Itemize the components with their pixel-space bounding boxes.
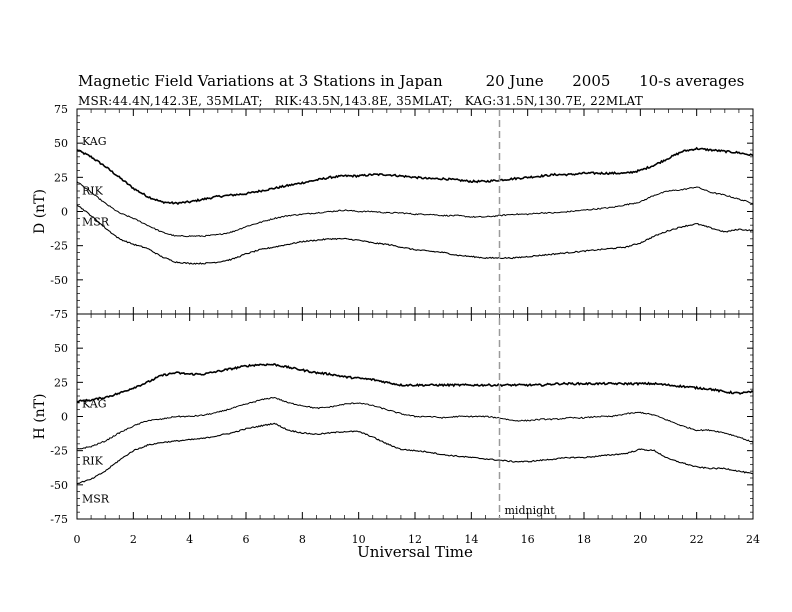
series-line-kag [76, 362, 754, 404]
series-label-msr: MSR [82, 493, 110, 506]
series-label-kag: KAG [82, 398, 107, 411]
chart-title-line: Magnetic Field Variations at 3 Stations … [78, 72, 744, 90]
x-tick-label: 16 [521, 533, 535, 546]
y-tick-label: 0 [61, 411, 68, 424]
y-tick-label: 50 [54, 137, 68, 150]
chart-date: 20 June [485, 72, 544, 90]
x-tick-label: 24 [746, 533, 760, 546]
panel-frame [76, 108, 754, 315]
x-tick-label: 0 [74, 533, 81, 546]
x-tick-label: 14 [464, 533, 478, 546]
y-tick-label: -50 [50, 274, 68, 287]
series-line-msr [76, 204, 754, 265]
y-tick-label: 25 [54, 376, 68, 389]
x-tick-label: 4 [186, 533, 193, 546]
x-tick-label: 8 [299, 533, 306, 546]
series-label-kag: KAG [82, 135, 107, 148]
chart-year: 2005 [572, 72, 611, 90]
y-tick-label: -25 [50, 445, 68, 458]
x-tick-label: 20 [633, 533, 647, 546]
x-tick-label: 2 [130, 533, 137, 546]
y-tick-label: -50 [50, 479, 68, 492]
x-tick-label: 18 [577, 533, 591, 546]
panel-2: 50 25 0 -25 -50 -75 H (nT) KAG RIK MSR [32, 313, 754, 526]
series-line-msr [76, 422, 754, 485]
chart-averaging: 10-s averages [639, 72, 745, 90]
x-tick-label: 12 [408, 533, 422, 546]
panel-1: 75 50 25 0 -25 -50 -75 D (nT) KAG RIK MSR [32, 103, 754, 321]
series-label-rik: RIK [82, 454, 104, 467]
x-tick-label: 6 [243, 533, 250, 546]
series-label-msr: MSR [82, 216, 110, 229]
y-axis-label: H (nT) [32, 394, 48, 440]
series-line-kag [76, 146, 754, 206]
y-tick-label: 50 [54, 342, 68, 355]
y-tick-label: 0 [61, 206, 68, 219]
x-tick-label: 22 [690, 533, 704, 546]
y-tick-label: 75 [54, 103, 68, 116]
y-tick-label: -75 [50, 308, 68, 321]
x-axis-label: Universal Time [357, 543, 473, 561]
chart-subtitle: MSR:44.4N,142.3E, 35MLAT; RIK:43.5N,143.… [78, 94, 643, 108]
midnight-annotation: midnight [505, 504, 556, 517]
y-tick-label: -25 [50, 240, 68, 253]
x-tick-label: 10 [352, 533, 366, 546]
series-line-rik [76, 181, 754, 238]
y-axis-label: D (nT) [32, 189, 48, 234]
series-line-rik [76, 396, 754, 450]
y-tick-label: 25 [54, 171, 68, 184]
series-label-rik: RIK [82, 184, 104, 197]
y-tick-label: -75 [50, 513, 68, 526]
chart-title: Magnetic Field Variations at 3 Stations … [78, 72, 443, 90]
